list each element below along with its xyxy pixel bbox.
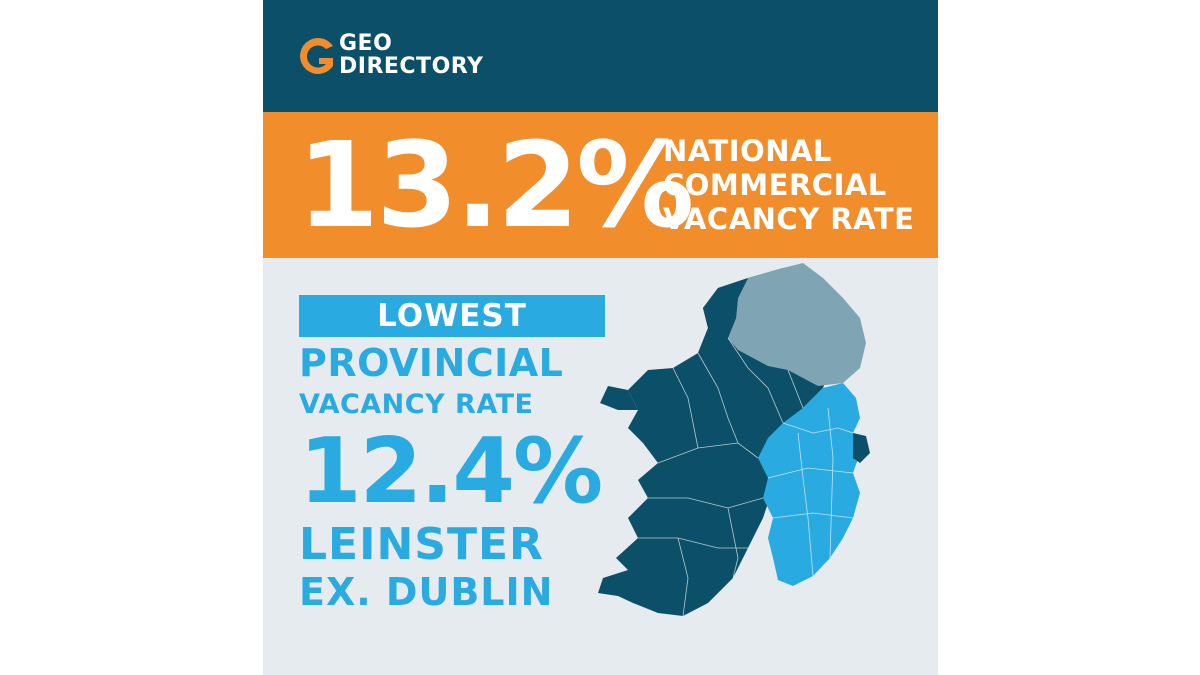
provincial-line-1: PROVINCIAL xyxy=(299,341,564,385)
logo-line-directory: DIRECTORY xyxy=(339,54,484,79)
province-name: LEINSTER xyxy=(299,519,544,570)
provincial-line-2: VACANCY RATE xyxy=(299,389,534,420)
lowest-tag: LOWEST xyxy=(299,295,605,337)
infographic-card: GEO DIRECTORY 13.2% NATIONAL COMMERCIAL … xyxy=(263,0,938,675)
provincial-rate-value: 12.4% xyxy=(299,419,603,524)
caption-line-3: VACANCY RATE xyxy=(663,202,915,236)
logo-line-geo: GEO xyxy=(339,31,393,56)
geodirectory-logo: GEO DIRECTORY xyxy=(293,30,513,86)
national-rate-caption: NATIONAL COMMERCIAL VACANCY RATE xyxy=(663,134,923,236)
national-rate-value: 13.2% xyxy=(297,116,694,254)
provincial-stat: PROVINCIAL VACANCY RATE 12.4% LEINSTER E… xyxy=(299,340,629,614)
province-qualifier: EX. DUBLIN xyxy=(299,570,554,614)
lowest-tag-label: LOWEST xyxy=(377,298,527,334)
logo-wordmark: GEO DIRECTORY xyxy=(339,32,483,78)
caption-line-2: COMMERCIAL xyxy=(663,168,887,202)
donegal-region xyxy=(698,278,748,353)
county-borders xyxy=(638,337,854,617)
caption-line-1: NATIONAL xyxy=(663,134,832,168)
ireland-map-icon xyxy=(598,263,870,617)
header-bar: GEO DIRECTORY xyxy=(263,0,938,112)
national-rate-banner: 13.2% NATIONAL COMMERCIAL VACANCY RATE xyxy=(263,112,938,258)
mayo-peninsula xyxy=(600,386,638,410)
northern-ireland-region xyxy=(728,263,866,386)
dublin-region xyxy=(853,433,870,463)
leinster-highlight-region xyxy=(758,383,860,586)
g-logo-icon xyxy=(300,38,333,74)
kerry-peninsula xyxy=(598,570,633,603)
